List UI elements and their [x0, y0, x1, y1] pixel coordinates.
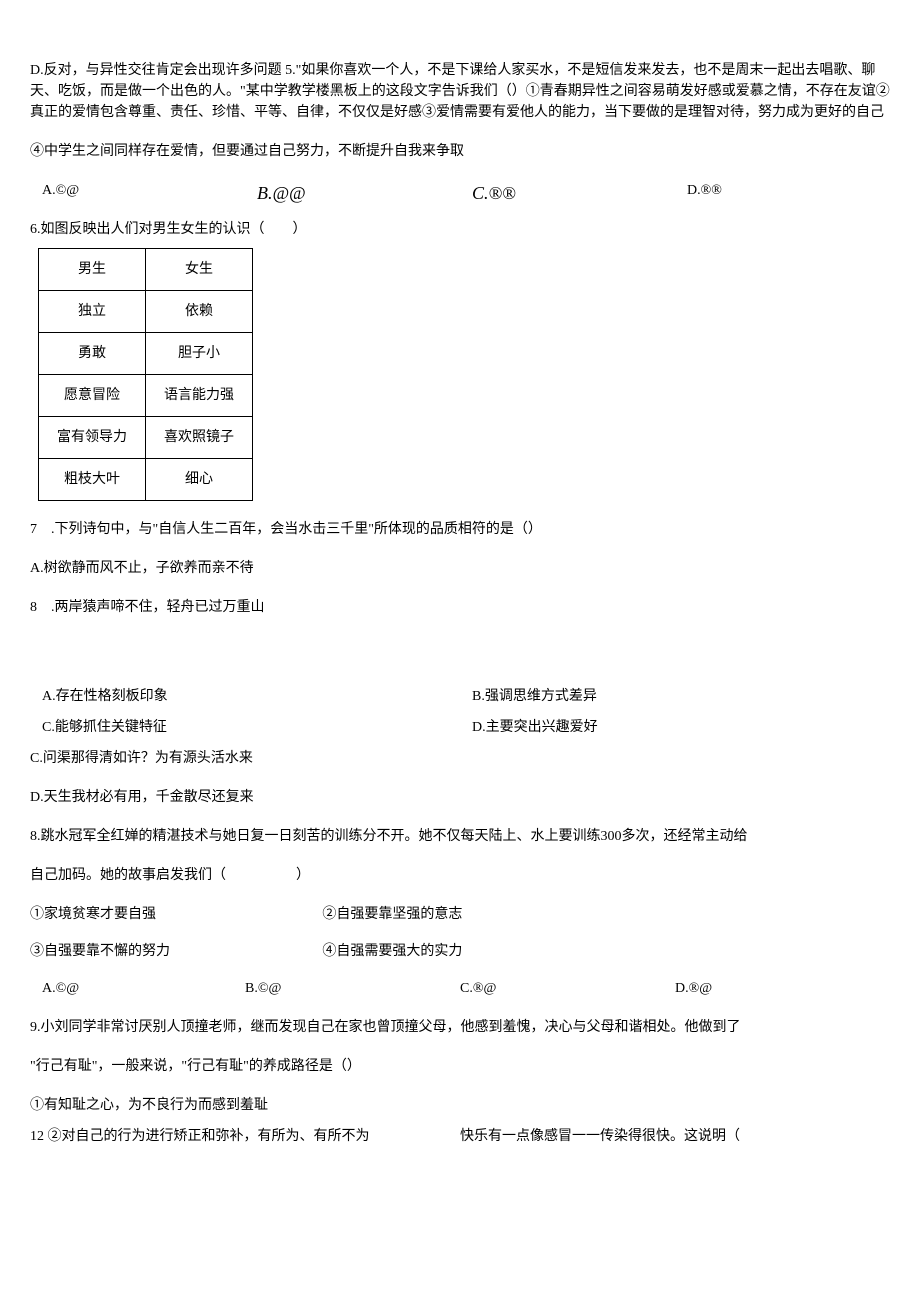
- q5-opt-b: B.@@: [245, 180, 460, 207]
- table-row: 独立 依赖: [39, 291, 253, 333]
- q6-opt-c: C.能够抓住关键特征: [30, 717, 460, 738]
- table-cell: 语言能力强: [146, 375, 253, 417]
- table-row: 勇敢 胆子小: [39, 333, 253, 375]
- q7-opt-d: D.天生我材必有用，千金散尽还复来: [30, 787, 890, 808]
- q6-opt-b: B.强调思维方式差异: [460, 686, 890, 707]
- q8-sub2-right: ④自强需要强大的实力: [322, 941, 890, 962]
- q8-line: 8 .两岸猿声啼不住，轻舟已过万重山: [30, 597, 890, 618]
- table-cell: 独立: [39, 291, 146, 333]
- q8-sub2: ③自强要靠不懈的努力 ④自强需要强大的实力: [30, 941, 890, 962]
- q9-stem-b: "行己有耻"，一般来说，"行己有耻"的养成路径是（）: [30, 1056, 890, 1077]
- table-row: 愿意冒险 语言能力强: [39, 375, 253, 417]
- q8-options: A.©@ B.©@ C.®@ D.®@: [30, 978, 890, 999]
- q6-stem: 6.如图反映出人们对男生女生的认识（ ）: [30, 219, 890, 240]
- q9-stem-a: 9.小刘同学非常讨厌别人顶撞老师，继而发现自己在家也曾顶撞父母，他感到羞愧，决心…: [30, 1017, 890, 1038]
- q7-opt-a: A.树欲静而风不止，子欲养而亲不待: [30, 558, 890, 579]
- q6-options-row1: A.存在性格刻板印象 B.强调思维方式差异: [30, 686, 890, 707]
- q8-opt-b: B.©@: [245, 978, 460, 999]
- q8-stem-b: 自己加码。她的故事启发我们（ ）: [30, 865, 890, 886]
- q8-opt-d: D.®@: [675, 978, 890, 999]
- q5-opt-d: D.®®: [675, 180, 890, 207]
- q5-opt-a: A.©@: [30, 180, 245, 207]
- table-cell: 粗枝大叶: [39, 459, 146, 501]
- q8-opt-a: A.©@: [30, 978, 245, 999]
- table-cell: 男生: [39, 249, 146, 291]
- q6-opt-d: D.主要突出兴趣爱好: [460, 717, 890, 738]
- q8-sub2-left: ③自强要靠不懈的努力: [30, 941, 322, 962]
- q5-options: A.©@ B.@@ C.®® D.®®: [30, 180, 890, 207]
- q7-stem: 7 .下列诗句中，与"自信人生二百年，会当水击三千里"所体现的品质相符的是（）: [30, 519, 890, 540]
- table-cell: 细心: [146, 459, 253, 501]
- table-row: 富有领导力 喜欢照镜子: [39, 417, 253, 459]
- table-cell: 依赖: [146, 291, 253, 333]
- q8-stem-a: 8.跳水冠军全红婵的精湛技术与她日复一日刻苦的训练分不开。她不仅每天陆上、水上要…: [30, 826, 890, 847]
- gender-table: 男生 女生 独立 依赖 勇敢 胆子小 愿意冒险 语言能力强 富有领导力 喜欢照镜…: [38, 248, 253, 501]
- table-cell: 胆子小: [146, 333, 253, 375]
- table-row: 粗枝大叶 细心: [39, 459, 253, 501]
- q12-line: 12 ②对自己的行为进行矫正和弥补，有所为、有所不为 快乐有一点像感冒一一传染得…: [30, 1126, 890, 1147]
- table-cell: 愿意冒险: [39, 375, 146, 417]
- q8-opt-c: C.®@: [460, 978, 675, 999]
- table-cell: 喜欢照镜子: [146, 417, 253, 459]
- q5-opt-c: C.®®: [460, 180, 675, 207]
- table-cell: 女生: [146, 249, 253, 291]
- q9-sub1: ①有知耻之心，为不良行为而感到羞耻: [30, 1095, 890, 1116]
- q6-opt-a: A.存在性格刻板印象: [30, 686, 460, 707]
- q8-sub1-right: ②自强要靠坚强的意志: [322, 904, 890, 925]
- q12-right: 快乐有一点像感冒一一传染得很快。这说明（: [460, 1126, 890, 1147]
- q12-left: 12 ②对自己的行为进行矫正和弥补，有所为、有所不为: [30, 1126, 460, 1147]
- table-row: 男生 女生: [39, 249, 253, 291]
- q6-options-row2: C.能够抓住关键特征 D.主要突出兴趣爱好: [30, 717, 890, 738]
- intro-paragraph-1: D.反对，与异性交往肯定会出现许多问题 5."如果你喜欢一个人，不是下课给人家买…: [30, 60, 890, 123]
- q7-opt-c: C.问渠那得清如许？为有源头活水来: [30, 748, 890, 769]
- table-cell: 勇敢: [39, 333, 146, 375]
- q8-sub1-left: ①家境贫寒才要自强: [30, 904, 322, 925]
- q8-sub1: ①家境贫寒才要自强 ②自强要靠坚强的意志: [30, 904, 890, 925]
- table-cell: 富有领导力: [39, 417, 146, 459]
- intro-paragraph-2: ④中学生之间同样存在爱情，但要通过自己努力，不断提升自我来争取: [30, 141, 890, 162]
